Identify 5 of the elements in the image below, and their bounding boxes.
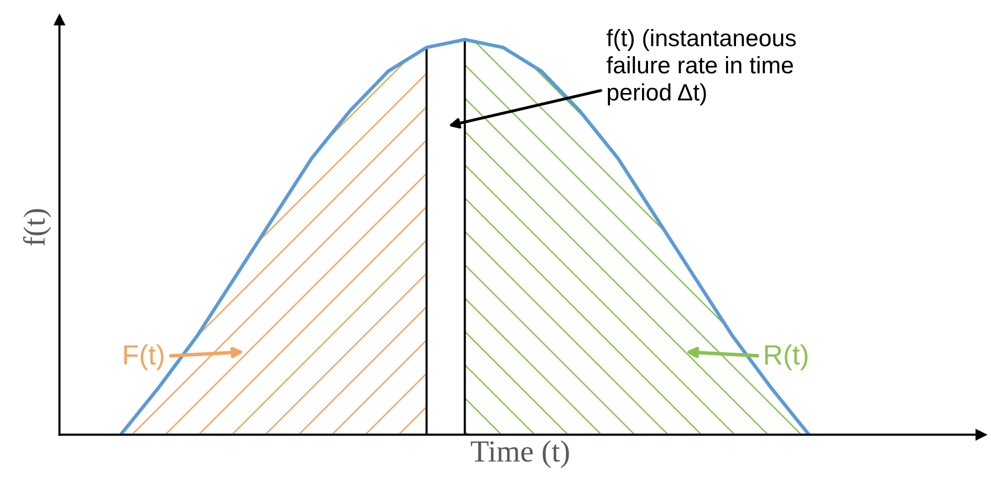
x-axis-title: Time (t) xyxy=(470,440,569,468)
series-label: F(t) xyxy=(124,344,164,370)
y-axis-title: f(t) xyxy=(23,209,52,246)
annotation: f(t) (instantaneous failure rate in time period Δt) xyxy=(606,29,796,106)
series-label: R(t) xyxy=(765,344,808,370)
